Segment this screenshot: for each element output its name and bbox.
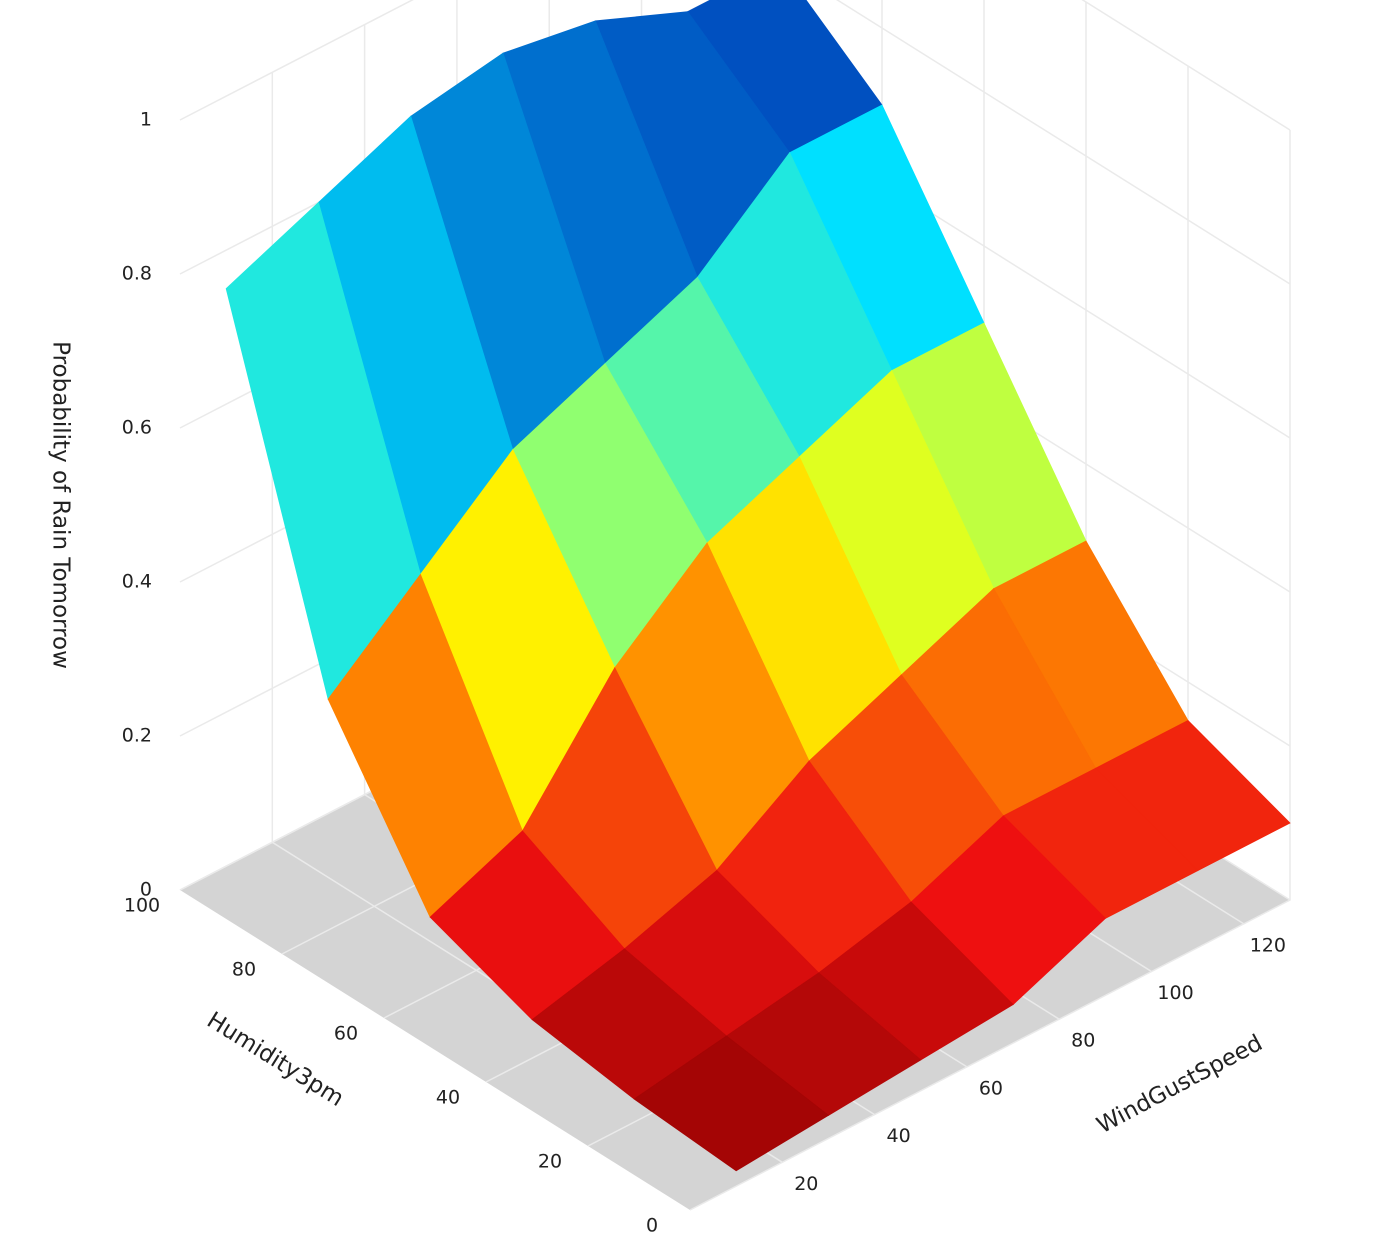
- y-tick-label: 100: [124, 895, 160, 917]
- z-tick-label: 0.8: [122, 263, 152, 285]
- x-axis-title: WindGustSpeed: [1093, 1030, 1267, 1139]
- surface-patch: [633, 1035, 830, 1172]
- x-tick-label: 40: [887, 1125, 911, 1147]
- x-tick-label: 100: [1157, 982, 1193, 1004]
- y-axis-title: Humidity3pm: [202, 1007, 348, 1112]
- z-tick-label: 0.4: [122, 571, 152, 593]
- y-tick-label: 0: [646, 1215, 658, 1237]
- x-tick-label: 20: [794, 1173, 818, 1195]
- z-tick-label: 0.6: [122, 417, 152, 439]
- y-tick-label: 20: [538, 1151, 562, 1173]
- z-axis-title: Probability of Rain Tomorrow: [48, 341, 74, 669]
- y-tick-label: 40: [436, 1087, 460, 1109]
- z-tick-label: 0.2: [122, 725, 152, 747]
- grid-line: [179, 0, 1291, 131]
- y-tick-label: 80: [232, 959, 256, 981]
- y-tick-label: 60: [334, 1023, 358, 1045]
- z-tick-label: 0: [140, 879, 152, 901]
- x-tick-label: 80: [1071, 1030, 1095, 1052]
- x-tick-label: 60: [979, 1077, 1003, 1099]
- x-tick-label: 120: [1250, 934, 1286, 956]
- z-tick-label: 1: [140, 109, 152, 131]
